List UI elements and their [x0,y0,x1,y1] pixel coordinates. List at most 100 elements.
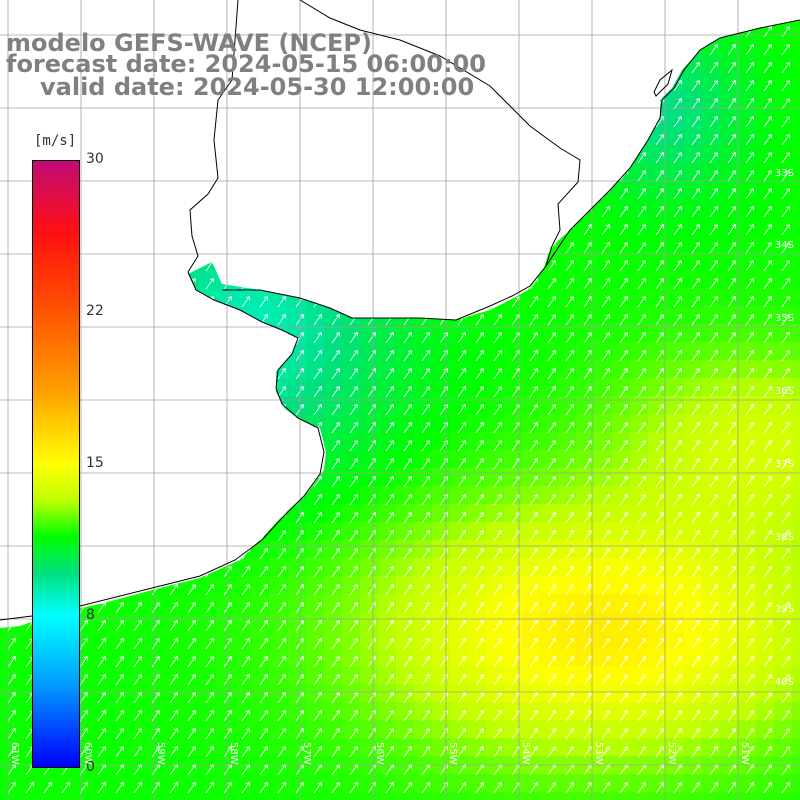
speed-cell [378,468,397,487]
speed-cell [756,630,775,649]
wind-arrow [655,746,664,758]
wind-arrow [691,80,700,92]
wind-arrow [277,638,286,650]
speed-cell [450,738,469,757]
wind-arrow [763,638,772,650]
lon-label-61w: 61W [9,742,20,765]
speed-cell [144,702,163,721]
speed-cell [774,468,793,487]
wind-arrow [637,368,646,380]
wind-arrow [691,260,700,272]
speed-cell [558,612,577,631]
wind-arrow [367,350,376,362]
wind-arrow [529,584,538,596]
wind-arrow [313,530,322,542]
speed-cell [792,270,800,289]
speed-cell [738,594,757,613]
speed-cell [684,180,703,199]
wind-arrow [691,188,700,200]
wind-arrow [547,710,556,722]
wind-arrow [781,746,790,758]
wind-arrow [403,584,412,596]
speed-cell [594,432,613,451]
speed-cell [576,702,595,721]
wind-arrow [385,566,394,578]
wind-arrow [313,566,322,578]
speed-cell [432,576,451,595]
wind-arrow [367,440,376,452]
wind-arrow [691,584,700,596]
wind-arrow [493,314,502,326]
speed-cell [432,648,451,667]
speed-cell [486,720,505,739]
speed-cell [756,468,775,487]
wind-arrow [763,458,772,470]
speed-cell [792,468,800,487]
speed-cell [702,216,721,235]
wind-arrow [187,692,196,704]
wind-arrow [763,656,772,668]
wind-arrow [313,332,322,344]
wind-arrow [529,494,538,506]
wind-arrow [547,386,556,398]
speed-cell [360,468,379,487]
speed-cell [396,666,415,685]
speed-cell [270,540,289,559]
wind-arrow [115,638,124,650]
wind-arrow [151,746,160,758]
speed-cell [396,414,415,433]
wind-arrow [205,782,214,794]
speed-cell [540,342,559,361]
speed-cell [486,486,505,505]
speed-cell [648,162,667,181]
speed-cell [720,252,739,271]
speed-cell [540,702,559,721]
wind-arrow [637,620,646,632]
wind-arrow [547,728,556,740]
speed-cell [396,684,415,703]
speed-cell [540,288,559,307]
speed-cell [774,540,793,559]
wind-arrow [655,566,664,578]
wind-arrow [655,170,664,182]
wind-arrow [493,782,502,794]
speed-cell [558,468,577,487]
wind-arrow [601,548,610,560]
wind-arrow [655,782,664,794]
wind-arrow [709,242,718,254]
speed-cell [666,306,685,325]
speed-cell [702,468,721,487]
speed-cell [486,666,505,685]
speed-cell [342,450,361,469]
wind-arrow [259,602,268,614]
wind-arrow [637,224,646,236]
wind-arrow [529,314,538,326]
wind-arrow [763,422,772,434]
wind-arrow [385,692,394,704]
speed-cell [684,558,703,577]
wind-arrow [349,692,358,704]
wind-arrow [421,692,430,704]
speed-cell [540,738,559,757]
speed-cell [576,252,595,271]
wind-arrow [421,368,430,380]
speed-cell [414,684,433,703]
wind-arrow [763,152,772,164]
speed-cell [666,594,685,613]
speed-cell [378,648,397,667]
wind-arrow [673,188,682,200]
speed-cell [630,378,649,397]
wind-arrow [151,692,160,704]
wind-arrow [763,170,772,182]
wind-arrow [115,728,124,740]
wind-arrow [493,602,502,614]
wind-arrow [7,710,16,722]
colorbar-tick-30: 30 [86,151,104,167]
speed-cell [72,792,91,800]
speed-cell [234,612,253,631]
speed-cell [774,774,793,793]
wind-arrow [169,620,178,632]
wind-arrow [763,116,772,128]
speed-cell [774,612,793,631]
speed-cell [504,594,523,613]
